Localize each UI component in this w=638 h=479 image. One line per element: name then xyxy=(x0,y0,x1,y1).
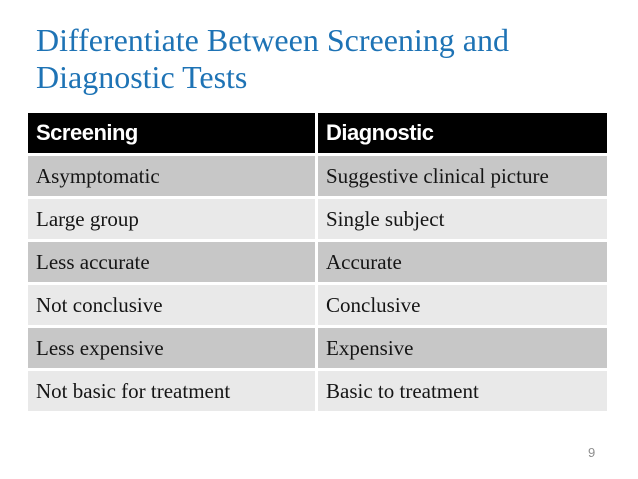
table-row: Not basic for treatment Basic to treatme… xyxy=(28,371,607,411)
table-header-screening: Screening xyxy=(28,113,315,153)
table-cell-screening: Less expensive xyxy=(28,328,315,368)
table-cell-screening: Large group xyxy=(28,199,315,239)
table-cell-diagnostic: Basic to treatment xyxy=(318,371,607,411)
table-header-diagnostic: Diagnostic xyxy=(318,113,607,153)
slide-title: Differentiate Between Screening and Diagn… xyxy=(36,22,509,96)
page-number: 9 xyxy=(588,445,596,460)
slide-title-line1: Differentiate Between Screening and xyxy=(36,22,509,58)
table-row: Not conclusive Conclusive xyxy=(28,285,607,325)
table-row: Less expensive Expensive xyxy=(28,328,607,368)
table-row: Less accurate Accurate xyxy=(28,242,607,282)
table-cell-screening: Less accurate xyxy=(28,242,315,282)
table-header-row: Screening Diagnostic xyxy=(28,113,607,153)
table-cell-diagnostic: Accurate xyxy=(318,242,607,282)
table-cell-screening: Not basic for treatment xyxy=(28,371,315,411)
table-cell-diagnostic: Conclusive xyxy=(318,285,607,325)
table-cell-diagnostic: Expensive xyxy=(318,328,607,368)
table-row: Large group Single subject xyxy=(28,199,607,239)
table-cell-diagnostic: Single subject xyxy=(318,199,607,239)
table-cell-screening: Asymptomatic xyxy=(28,156,315,196)
table-cell-diagnostic: Suggestive clinical picture xyxy=(318,156,607,196)
slide-title-line2: Diagnostic Tests xyxy=(36,59,248,95)
table-cell-screening: Not conclusive xyxy=(28,285,315,325)
comparison-table: Screening Diagnostic Asymptomatic Sugges… xyxy=(25,110,610,414)
table-row: Asymptomatic Suggestive clinical picture xyxy=(28,156,607,196)
